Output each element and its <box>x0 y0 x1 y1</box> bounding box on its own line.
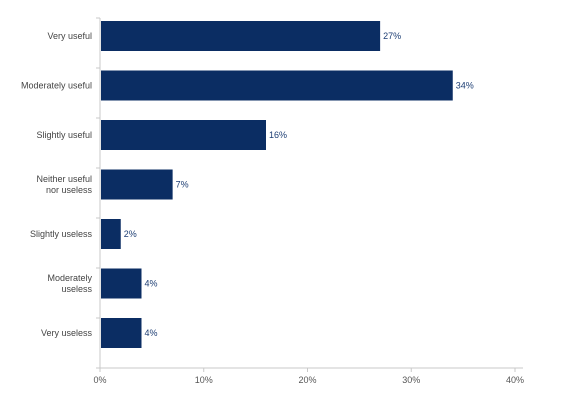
category-label-2: Slightly useful <box>36 130 92 140</box>
category-label-1: Moderately useful <box>21 81 92 91</box>
bar-6 <box>101 318 142 348</box>
category-label-4: Slightly useless <box>30 229 93 239</box>
x-tick-label-0: 0% <box>93 375 106 385</box>
bar-5 <box>101 268 142 299</box>
value-label-6: 4% <box>145 328 158 338</box>
x-tick-label-3: 30% <box>402 375 420 385</box>
x-ticks: 0% 10% 20% 30% 40% <box>93 368 524 385</box>
category-label-0: Very useful <box>47 31 92 41</box>
bar-4 <box>101 219 121 249</box>
category-labels: Very useful Moderately useful Slightly use… <box>21 31 93 338</box>
value-label-0: 27% <box>383 31 401 41</box>
value-label-2: 16% <box>269 130 287 140</box>
value-label-3: 7% <box>176 180 189 190</box>
bar-3 <box>101 169 173 200</box>
x-tick-label-4: 40% <box>506 375 524 385</box>
x-tick-label-1: 10% <box>195 375 213 385</box>
value-label-5: 4% <box>145 279 158 289</box>
category-label-6: Very useless <box>41 328 93 338</box>
value-labels: 27% 34% 16% 7% 2% 4% 4% <box>124 31 474 338</box>
bar-1 <box>101 70 453 101</box>
category-label-5: Moderately useless <box>47 273 92 294</box>
axes <box>96 17 523 369</box>
value-label-4: 2% <box>124 229 137 239</box>
category-label-3: Neither useful nor useless <box>36 174 92 195</box>
bars <box>101 21 453 348</box>
bar-0 <box>101 21 381 51</box>
bar-2 <box>101 120 266 150</box>
x-tick-label-2: 20% <box>298 375 316 385</box>
value-label-1: 34% <box>456 81 474 91</box>
